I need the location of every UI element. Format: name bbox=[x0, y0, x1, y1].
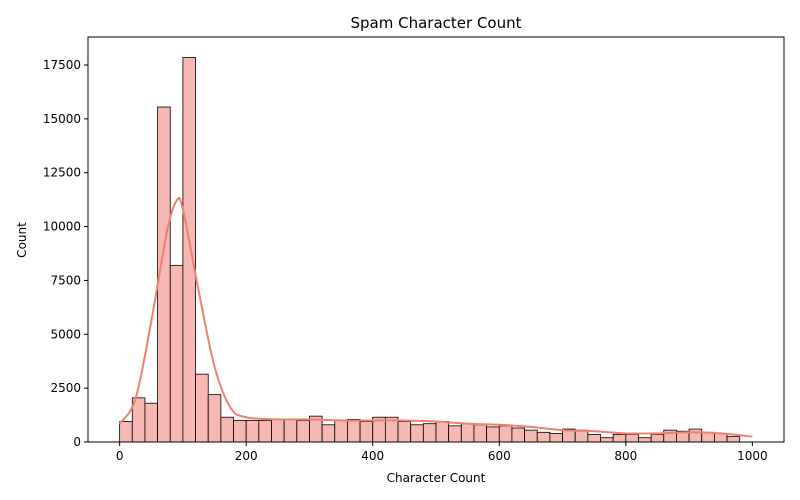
histogram-bar bbox=[296, 420, 310, 443]
histogram-bar bbox=[233, 420, 247, 443]
histogram-bar bbox=[612, 434, 627, 443]
x-tick-label: 0 bbox=[116, 449, 124, 463]
histogram-bar bbox=[119, 421, 133, 443]
histogram-bar bbox=[473, 424, 488, 443]
y-tick-label: 10000 bbox=[43, 220, 81, 234]
histogram-bars bbox=[119, 57, 741, 443]
y-tick-label: 15000 bbox=[43, 112, 81, 126]
histogram-bar bbox=[726, 436, 741, 443]
histogram-bar bbox=[638, 437, 652, 443]
y-tick-label: 2500 bbox=[50, 381, 81, 395]
x-axis: 0 200 400 600 800 1000 bbox=[116, 442, 768, 463]
histogram-bar bbox=[422, 423, 437, 443]
histogram-bar bbox=[169, 264, 184, 443]
histogram-bar bbox=[600, 437, 614, 443]
histogram-bar bbox=[245, 420, 260, 443]
histogram-bar bbox=[625, 434, 639, 443]
histogram-bar bbox=[688, 428, 703, 443]
histogram-bar bbox=[498, 425, 513, 443]
histogram-bar bbox=[448, 425, 462, 443]
histogram-bar bbox=[144, 402, 158, 443]
y-tick-label: 7500 bbox=[50, 273, 81, 287]
histogram-bar bbox=[536, 431, 551, 443]
histogram-bar bbox=[524, 429, 538, 443]
histogram-bar bbox=[195, 373, 209, 443]
y-tick-label: 17500 bbox=[43, 58, 81, 72]
histogram-bar bbox=[486, 426, 500, 443]
x-tick-label: 600 bbox=[488, 449, 511, 463]
x-tick-label: 400 bbox=[361, 449, 384, 463]
histogram-bar bbox=[410, 424, 424, 443]
histogram-bar bbox=[220, 416, 234, 443]
histogram-bar bbox=[435, 421, 450, 443]
x-tick-label: 200 bbox=[235, 449, 258, 463]
histogram-bar bbox=[511, 427, 525, 443]
y-tick-label: 12500 bbox=[43, 166, 81, 180]
x-tick-label: 800 bbox=[614, 449, 637, 463]
kde-curve bbox=[118, 196, 753, 438]
histogram-bar bbox=[334, 420, 348, 443]
histogram-bar bbox=[587, 434, 601, 443]
histogram-bar bbox=[549, 432, 563, 443]
histogram-bar bbox=[283, 418, 298, 443]
histogram-bar bbox=[321, 424, 336, 443]
x-tick-label: 1000 bbox=[737, 449, 768, 463]
y-axis-label: Count bbox=[15, 222, 29, 258]
y-axis: 0 2500 5000 7500 10000 12500 15000 17500 bbox=[43, 58, 88, 449]
histogram-bar bbox=[460, 423, 475, 443]
histogram-bar bbox=[650, 434, 665, 443]
x-axis-label: Character Count bbox=[387, 471, 486, 485]
histogram-bar bbox=[359, 421, 374, 443]
y-tick-label: 5000 bbox=[50, 327, 81, 341]
histogram-bar bbox=[271, 418, 285, 443]
histogram-bar bbox=[182, 57, 196, 443]
histogram-bar bbox=[397, 421, 412, 443]
histogram-bar bbox=[258, 420, 272, 443]
chart-title: Spam Character Count bbox=[351, 14, 522, 32]
histogram-bar bbox=[207, 394, 222, 443]
y-tick-label: 0 bbox=[73, 435, 81, 449]
plot-frame bbox=[87, 36, 785, 443]
histogram-bar bbox=[347, 418, 361, 443]
